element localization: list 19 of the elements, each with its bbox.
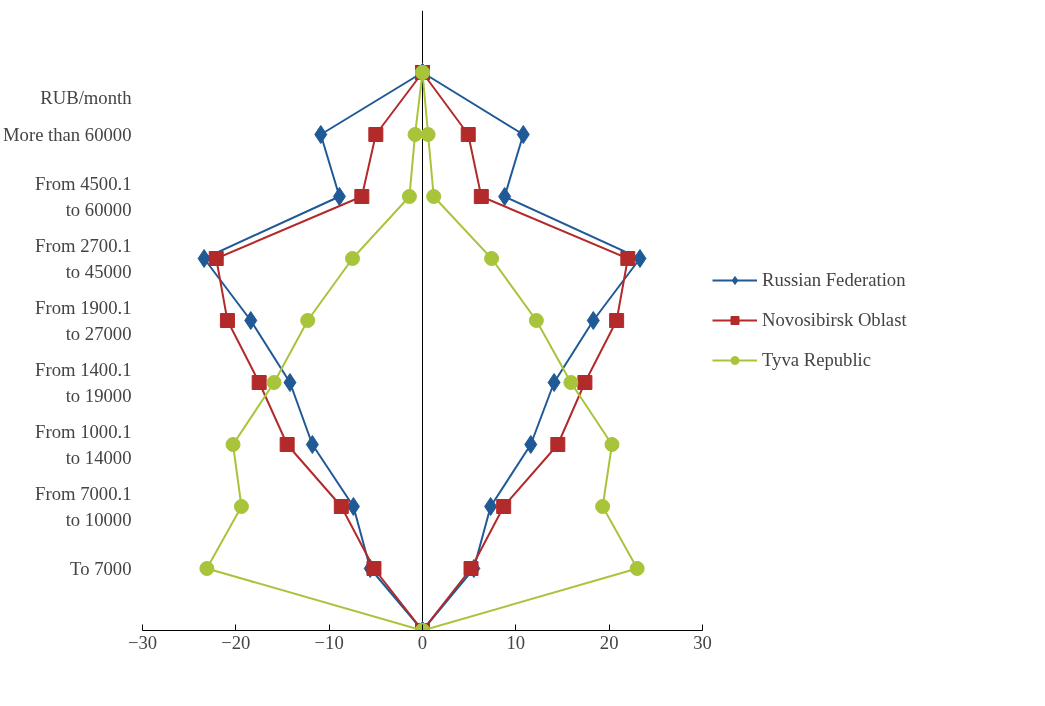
text: RUB/month	[40, 86, 133, 108]
x-tick-label: −10	[314, 631, 344, 653]
y-tick-label: From 7000.1 to 10000	[35, 483, 132, 530]
x-tick-label: 0	[417, 631, 428, 653]
legend-label: Tyva Republic	[762, 349, 872, 371]
x-tick-label: 20	[599, 631, 619, 653]
y-tick-label: From 4500.1 to 60000	[35, 173, 132, 220]
x-tick-label: 10	[506, 631, 526, 653]
y-tick-label: From 2700.1 to 45000	[35, 235, 132, 282]
y-tick-label: To 7000	[70, 558, 132, 579]
x-tick-label: 30	[693, 631, 712, 653]
legend-label: Russian Federation	[762, 269, 906, 291]
legend-label: Novosibirsk Oblast	[762, 309, 907, 331]
y-tick-label: More than 60000	[3, 124, 132, 145]
y-tick-label: From 1400.1 to 19000	[35, 359, 132, 406]
x-tick-label: −30	[127, 631, 158, 653]
y-tick-label: From 1000.1 to 14000	[35, 421, 132, 468]
x-tick-label: −20	[221, 631, 251, 653]
y-tick-label: From 1900.1 to 27000	[35, 297, 132, 344]
